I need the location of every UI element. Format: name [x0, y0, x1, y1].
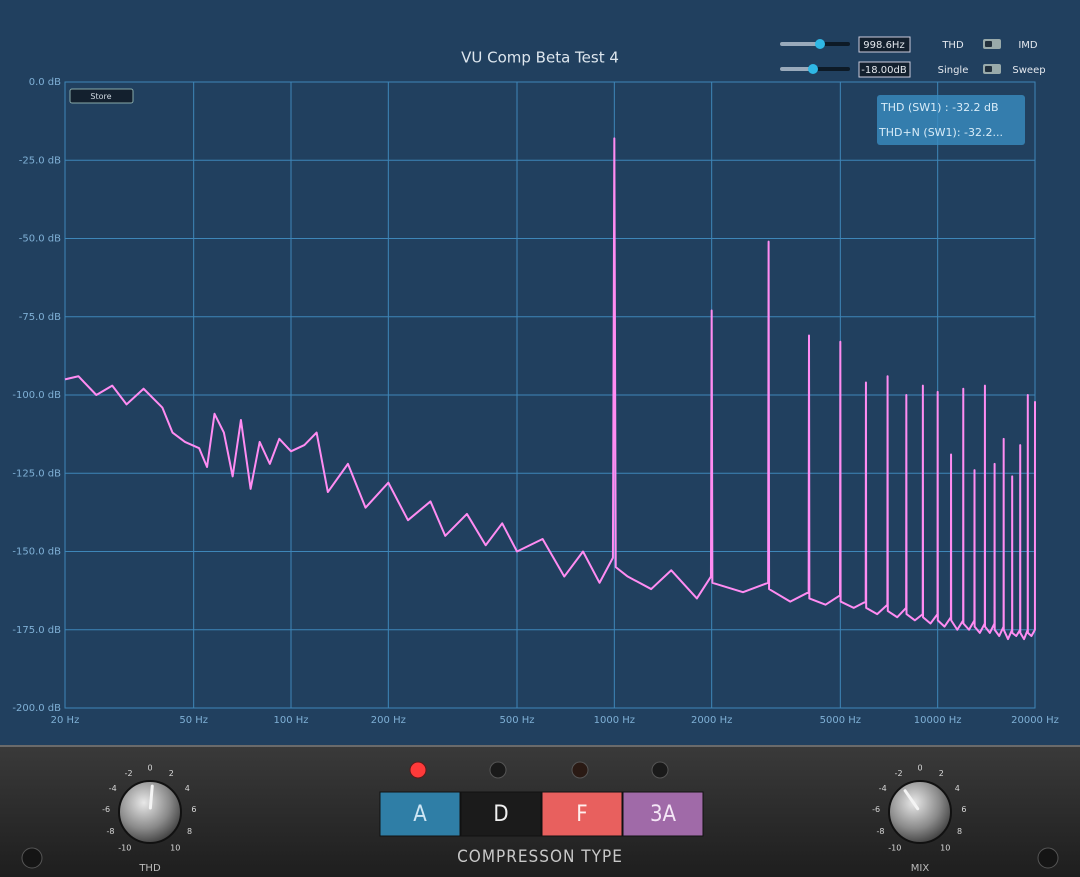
type-label: COMPRESSON TYPE: [457, 847, 623, 867]
knob-label: MIX: [911, 863, 930, 874]
knob-pointer: [903, 789, 920, 811]
value-box[interactable]: [858, 61, 911, 78]
knob-scale-label: 0: [917, 764, 922, 773]
knob-scale-label: 10: [940, 844, 950, 853]
type-button-label: D: [493, 802, 508, 827]
knob-scale-label: -8: [876, 827, 884, 836]
frequency-value: 998.6Hz: [863, 40, 904, 51]
knob-scale-label: -10: [118, 844, 131, 853]
knob-scale-label: -2: [125, 769, 133, 778]
y-tick-label: 0.0 dB: [29, 77, 61, 88]
knob-scale-label: 4: [955, 784, 960, 793]
knob-scale-label: -8: [106, 827, 114, 836]
x-tick-label: 10000 Hz: [914, 715, 962, 726]
led: [651, 761, 669, 779]
screw: [21, 847, 43, 869]
info-box: [877, 95, 1025, 145]
slider-fill: [780, 67, 813, 71]
knob-scale-label: 6: [961, 805, 966, 814]
type-button[interactable]: [622, 791, 704, 837]
knob-scale-label: -2: [895, 769, 903, 778]
knob-label: THD: [138, 863, 161, 874]
slider-thumb[interactable]: [808, 64, 818, 74]
knob-scale-label: -6: [102, 805, 110, 814]
slider-fill: [780, 42, 820, 46]
type-button-label: F: [576, 802, 587, 827]
led: [571, 761, 589, 779]
slider-thumb[interactable]: [815, 39, 825, 49]
x-tick-label: 200 Hz: [371, 715, 406, 726]
y-tick-label: -50.0 dB: [19, 234, 61, 245]
knob-scale-label: 2: [939, 769, 944, 778]
knob-scale-label: -6: [872, 805, 880, 814]
screw: [1037, 847, 1059, 869]
value-box[interactable]: [858, 36, 911, 53]
y-tick-label: -150.0 dB: [12, 547, 61, 558]
x-tick-label: 100 Hz: [273, 715, 308, 726]
single-label: Single: [938, 65, 969, 76]
y-tick-label: -175.0 dB: [12, 625, 61, 636]
knob[interactable]: [888, 780, 952, 844]
x-tick-label: 20 Hz: [51, 715, 80, 726]
x-tick-label: 1000 Hz: [594, 715, 635, 726]
y-tick-label: -125.0 dB: [12, 468, 61, 479]
x-tick-label: 2000 Hz: [691, 715, 732, 726]
level-value: -18.00dB: [861, 65, 907, 76]
type-button[interactable]: [379, 791, 461, 837]
store-label: Store: [90, 92, 111, 101]
type-button[interactable]: [460, 791, 542, 837]
thd-readout: THD (SW1) : -32.2 dB: [880, 101, 999, 114]
knob-scale-label: -10: [888, 844, 901, 853]
y-tick-label: -75.0 dB: [19, 312, 61, 323]
knob-scale-label: 0: [147, 764, 152, 773]
led-on: [409, 761, 427, 779]
spectrum-line: [64, 137, 1036, 641]
led: [489, 761, 507, 779]
type-button[interactable]: [541, 791, 623, 837]
knob-scale-label: 8: [187, 827, 192, 836]
x-tick-label: 5000 Hz: [820, 715, 861, 726]
title: VU Comp Beta Test 4: [461, 49, 619, 67]
x-tick-label: 20000 Hz: [1011, 715, 1059, 726]
knob-scale-label: 8: [957, 827, 962, 836]
x-tick-label: 500 Hz: [499, 715, 534, 726]
imd-label: IMD: [1018, 40, 1038, 51]
store-button[interactable]: [69, 88, 134, 104]
thd-label: THD: [941, 40, 964, 51]
sweep-label: Sweep: [1012, 65, 1045, 76]
y-tick-label: -25.0 dB: [19, 155, 61, 166]
thdn-readout: THD+N (SW1): -32.2...: [878, 126, 1003, 139]
type-button-label: 3A: [650, 802, 677, 827]
knob-scale-label: -4: [109, 784, 117, 793]
y-tick-label: -100.0 dB: [12, 390, 61, 401]
knob-pointer: [148, 784, 154, 810]
knob-scale-label: -4: [879, 784, 887, 793]
knob-scale-label: 10: [170, 844, 180, 853]
knob-scale-label: 2: [169, 769, 174, 778]
toggle-knob: [985, 41, 992, 47]
type-button-label: A: [413, 802, 427, 827]
knob[interactable]: [118, 780, 182, 844]
toggle-knob: [985, 66, 992, 72]
x-tick-label: 50 Hz: [179, 715, 208, 726]
knob-scale-label: 6: [191, 805, 196, 814]
knob-scale-label: 4: [185, 784, 190, 793]
y-tick-label: -200.0 dB: [12, 703, 61, 714]
